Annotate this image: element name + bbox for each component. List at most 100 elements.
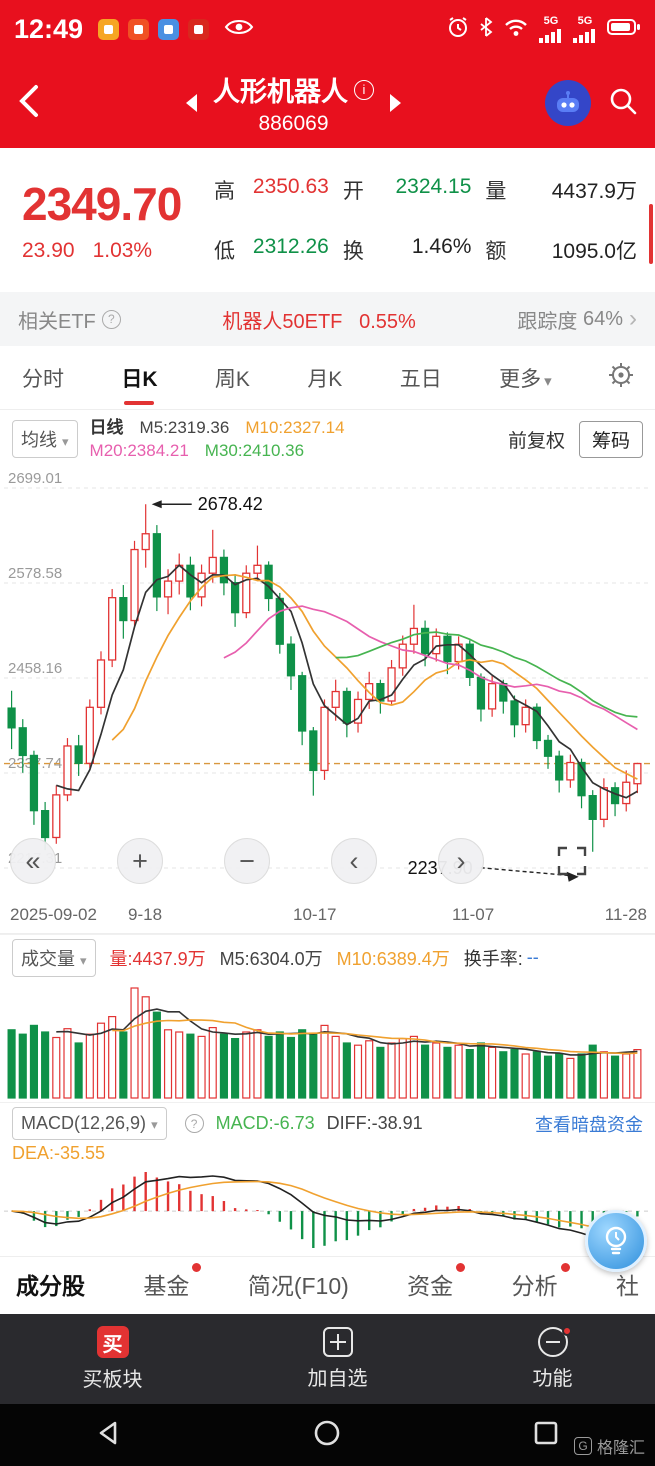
next-stock-icon[interactable] xyxy=(390,94,401,112)
network-type-label: 5G xyxy=(543,14,559,27)
tab-weekly-k[interactable]: 周K xyxy=(214,367,250,391)
back-icon[interactable] xyxy=(16,81,42,126)
volume-ma10: M10:6389.4万 xyxy=(336,948,450,969)
android-recents-button[interactable] xyxy=(532,1419,560,1452)
notification-icon-4 xyxy=(188,18,210,40)
adjust-mode-label[interactable]: 前复权 xyxy=(507,430,565,452)
nav-functions[interactable]: 功能 xyxy=(533,1326,573,1391)
android-nav-bar: G 格隆汇 xyxy=(0,1404,655,1466)
volume-header: 成交量 ▾ 量:4437.9万 M5:6304.0万 M10:6389.4万 换… xyxy=(0,934,655,980)
volume-ma5: M5:6304.0万 xyxy=(219,948,323,969)
ma-selector[interactable]: 均线 ▾ xyxy=(12,420,78,458)
tracking-value: 64% xyxy=(582,307,623,330)
notification-icon-1 xyxy=(98,18,120,40)
caret-down-icon: ▾ xyxy=(544,372,552,390)
bottom-tabs: 成分股 基金 简况(F10) 资金 分析 社 xyxy=(0,1256,655,1314)
app-header: 人形机器人 i 886069 xyxy=(0,58,655,148)
title-group: 人形机器人 i 886069 xyxy=(42,70,545,136)
tab-analysis[interactable]: 分析 xyxy=(512,1263,570,1301)
ai-diagnosis-bulb-button[interactable] xyxy=(585,1210,647,1272)
pan-left-button[interactable]: ‹ xyxy=(331,838,377,884)
bottom-nav: 买 买板块 加自选 功能 xyxy=(0,1314,655,1404)
tab-capital[interactable]: 资金 xyxy=(407,1263,466,1301)
macd-chart[interactable] xyxy=(0,1164,655,1272)
battery-icon xyxy=(607,18,641,41)
tab-daily-k[interactable]: 日K xyxy=(119,355,159,401)
search-icon[interactable] xyxy=(607,85,639,122)
prev-stock-icon[interactable] xyxy=(186,94,197,112)
volume-chart[interactable] xyxy=(0,980,655,1102)
ma-period-label: 日线 xyxy=(89,417,124,437)
info-icon[interactable]: i xyxy=(354,79,374,100)
pan-right-button[interactable]: › xyxy=(438,838,484,884)
x-label-1: 9-18 xyxy=(128,905,163,924)
watermark-logo: G xyxy=(573,1437,592,1455)
android-home-button[interactable] xyxy=(312,1418,342,1453)
tab-five-day[interactable]: 五日 xyxy=(399,367,442,391)
chart-settings-icon[interactable] xyxy=(607,361,635,394)
tab-constituents[interactable]: 成分股 xyxy=(16,1273,85,1299)
stat-open: 开 2324.15 xyxy=(342,175,472,203)
tab-funds[interactable]: 基金 xyxy=(143,1263,202,1301)
ai-assistant-icon[interactable] xyxy=(545,80,591,126)
buy-icon: 买 xyxy=(96,1326,129,1358)
red-dot-badge xyxy=(560,1263,570,1272)
etf-label: 相关ETF xyxy=(18,310,96,333)
scroll-indicator xyxy=(649,204,653,264)
chips-button[interactable]: 筹码 xyxy=(578,420,643,458)
macd-header: MACD(12,26,9) ▾ ? MACD:-6.73 DIFF:-38.91… xyxy=(0,1102,655,1164)
ma5-value: M5:2319.36 xyxy=(139,417,230,437)
notification-icon-2 xyxy=(128,18,150,40)
stat-amount: 额 1095.0亿 xyxy=(485,240,637,263)
clock-time: 12:49 xyxy=(14,13,84,44)
ma-values: 日线 M5:2319.36 M10:2327.14 M20:2384.21 M3… xyxy=(90,417,345,462)
ma20-value: M20:2384.21 xyxy=(89,441,189,460)
tab-community[interactable]: 社 xyxy=(615,1273,639,1299)
notification-icon-3 xyxy=(158,18,180,40)
fullscreen-icon[interactable] xyxy=(557,846,587,876)
nav-add-watchlist[interactable]: 加自选 xyxy=(308,1327,368,1391)
stock-code: 886069 xyxy=(258,112,329,135)
volume-selector[interactable]: 成交量 ▾ xyxy=(12,938,96,977)
etf-name-change[interactable]: 机器人50ETF 0.55% xyxy=(121,305,518,334)
stat-low: 低 2312.26 xyxy=(214,235,329,263)
help-icon[interactable]: ? xyxy=(101,309,121,329)
svg-text:2578.58: 2578.58 xyxy=(8,565,62,582)
caret-down-icon: ▾ xyxy=(151,1117,158,1132)
watermark: G 格隆汇 xyxy=(573,1434,645,1458)
related-etf-bar[interactable]: 相关ETF ? 机器人50ETF 0.55% 跟踪度 64% › xyxy=(0,292,655,346)
zoom-in-button[interactable]: + xyxy=(117,838,163,884)
chevron-right-icon: › xyxy=(629,305,637,332)
wifi-icon xyxy=(503,17,529,42)
tab-monthly-k[interactable]: 月K xyxy=(307,367,343,391)
macd-help-icon[interactable]: ? xyxy=(184,1114,204,1133)
x-label-0: 2025-09-02 xyxy=(10,905,97,924)
x-label-3: 11-07 xyxy=(452,905,495,924)
turnover-label: 换手率: xyxy=(463,948,523,969)
android-back-button[interactable] xyxy=(95,1419,123,1452)
dark-pool-link[interactable]: 查看暗盘资金 xyxy=(535,1114,643,1135)
macd-selector[interactable]: MACD(12,26,9) ▾ xyxy=(12,1107,167,1140)
nav-buy-sector[interactable]: 买 买板块 xyxy=(83,1326,143,1392)
tab-profile-f10[interactable]: 简况(F10) xyxy=(247,1273,349,1299)
price-change-pct: 1.03% xyxy=(92,239,153,262)
period-tabs: 分时 日K 周K 月K 五日 更多 ▾ xyxy=(0,346,655,410)
etf-name: 机器人50ETF xyxy=(222,310,343,333)
signal-sim1-icon: 5G xyxy=(539,14,563,43)
ma30-value: M30:2410.36 xyxy=(204,441,305,460)
pan-left-fast-button[interactable]: « xyxy=(10,838,56,884)
add-plus-icon xyxy=(322,1327,353,1357)
price-change: 23.90 xyxy=(22,239,75,262)
red-dot-badge xyxy=(456,1263,466,1272)
functions-icon xyxy=(537,1326,572,1357)
tab-minute[interactable]: 分时 xyxy=(22,367,64,391)
tab-more[interactable]: 更多 ▾ xyxy=(499,367,552,391)
candlestick-chart[interactable]: 2699.012578.582458.162337.742217.312678.… xyxy=(0,468,655,900)
zoom-out-button[interactable]: − xyxy=(224,838,270,884)
bluetooth-icon xyxy=(479,16,493,43)
stat-turnover-rate: 换 1.46% xyxy=(342,235,472,263)
stock-title-block: 人形机器人 i 886069 xyxy=(213,70,374,136)
eye-icon xyxy=(224,17,254,42)
